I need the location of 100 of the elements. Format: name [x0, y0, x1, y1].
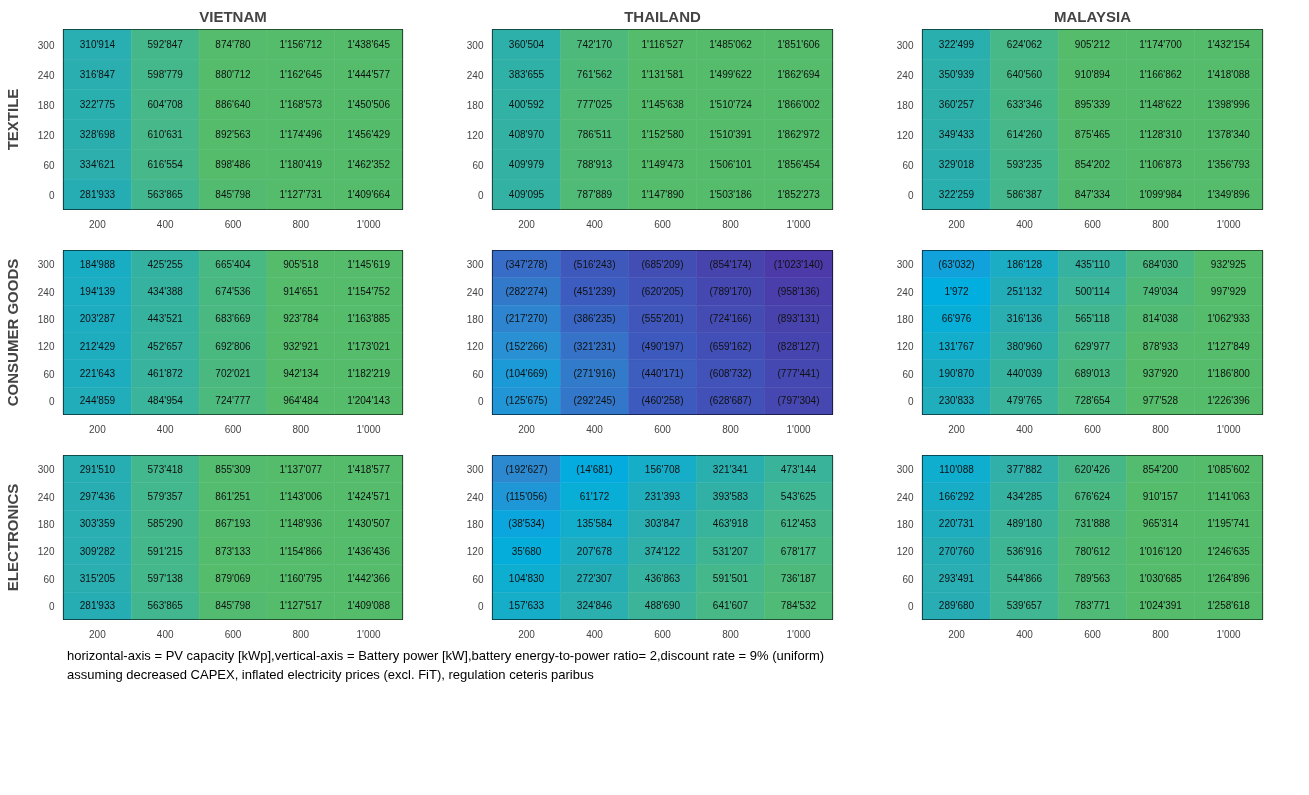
- data-label: 1'862'972: [777, 129, 821, 140]
- data-label: 875'465: [1074, 129, 1111, 140]
- data-label: 212'429: [79, 340, 116, 352]
- y-tick-label: 240: [37, 69, 55, 81]
- y-tick-label: 180: [896, 518, 914, 530]
- data-label: 787'889: [576, 189, 613, 200]
- data-label: 640'560: [1006, 69, 1043, 80]
- data-label: 328'698: [79, 129, 116, 140]
- data-label: 291'510: [79, 463, 116, 475]
- x-tick-label: 800: [292, 218, 310, 230]
- x-tick-label: 600: [1084, 423, 1102, 435]
- x-tick-label: 1'000: [786, 628, 812, 640]
- x-tick-label: 1'000: [356, 423, 382, 435]
- data-label: 1'116'527: [641, 39, 684, 50]
- data-label: 1'143'006: [279, 491, 323, 502]
- y-tick-label: 0: [907, 189, 914, 201]
- data-label: 184'988: [79, 258, 116, 270]
- data-label: 1'148'936: [279, 518, 323, 530]
- data-label: 131'767: [938, 340, 975, 352]
- data-label: (63'032): [938, 258, 975, 270]
- data-label: 194'139: [79, 286, 116, 297]
- data-label: 1'156'712: [279, 39, 323, 50]
- data-label: 310'914: [79, 39, 116, 50]
- data-label: 207'678: [576, 545, 613, 557]
- data-label: 316'847: [79, 69, 116, 80]
- data-label: 1'174'496: [279, 129, 323, 140]
- data-label: (797'304): [777, 395, 820, 407]
- data-label: 1'160'795: [279, 573, 323, 584]
- data-label: 905'212: [1074, 39, 1111, 50]
- y-tick-label: 60: [902, 368, 914, 380]
- data-label: 322'259: [938, 189, 975, 200]
- data-label: 923'784: [283, 313, 319, 325]
- x-tick-label: 1'000: [1216, 218, 1242, 230]
- data-label: 440'039: [1006, 368, 1043, 379]
- x-tick-label: 400: [1016, 423, 1034, 435]
- y-tick-label: 60: [472, 159, 484, 171]
- data-label: 910'157: [1142, 491, 1179, 502]
- data-label: 886'640: [215, 99, 252, 110]
- data-label: (828'127): [777, 340, 820, 352]
- y-tick-label: 120: [466, 546, 484, 558]
- data-label: 1'409'088: [347, 600, 391, 612]
- data-label: 104'830: [508, 573, 545, 584]
- x-tick-label: 800: [1152, 423, 1170, 435]
- y-tick-label: 300: [466, 39, 484, 51]
- x-tick-label: 800: [1152, 218, 1170, 230]
- data-label: 315'205: [79, 573, 116, 584]
- data-label: 873'133: [215, 545, 252, 557]
- y-tick-label: 180: [896, 313, 914, 325]
- data-label: 633'346: [1006, 99, 1043, 110]
- data-label: 591'501: [712, 573, 749, 584]
- data-label: 1'016'120: [1139, 545, 1183, 557]
- data-label: (115'056): [505, 491, 548, 502]
- y-tick-label: 60: [902, 159, 914, 171]
- data-label: 360'257: [938, 99, 975, 110]
- data-label: 400'592: [508, 99, 545, 110]
- y-tick-label: 120: [37, 546, 55, 558]
- x-tick-label: 800: [1152, 628, 1170, 640]
- data-label: 1'409'664: [347, 189, 391, 200]
- x-tick-label: 600: [654, 423, 672, 435]
- y-tick-label: 120: [896, 129, 914, 141]
- data-label: 573'418: [147, 463, 184, 475]
- data-label: 1'148'622: [1139, 99, 1183, 110]
- data-label: (516'243): [573, 258, 616, 270]
- data-label: 965'314: [1142, 518, 1179, 530]
- data-label: 616'554: [147, 159, 184, 170]
- data-label: 898'486: [215, 159, 252, 170]
- data-label: 1'062'933: [1207, 313, 1251, 325]
- y-tick-label: 0: [48, 600, 55, 612]
- y-tick-label: 240: [37, 491, 55, 503]
- y-tick-label: 300: [896, 259, 914, 271]
- y-tick-label: 120: [896, 546, 914, 558]
- data-label: 1'424'571: [347, 491, 391, 502]
- data-label: 788'913: [576, 159, 613, 170]
- data-label: 110'088: [939, 463, 975, 475]
- data-label: 316'136: [1006, 313, 1043, 325]
- y-tick-label: 300: [466, 464, 484, 476]
- data-label: 892'563: [215, 129, 252, 140]
- data-label: 678'177: [780, 545, 817, 557]
- data-label: 1'450'506: [347, 99, 391, 110]
- data-label: (152'266): [505, 340, 548, 352]
- data-label: 377'882: [1006, 463, 1043, 475]
- data-label: 579'357: [147, 491, 184, 502]
- data-label: 297'436: [79, 491, 116, 502]
- x-tick-label: 200: [89, 423, 107, 435]
- x-tick-label: 800: [722, 628, 740, 640]
- data-label: 479'765: [1006, 395, 1043, 407]
- data-label: 1'456'429: [347, 129, 391, 140]
- data-label: 845'798: [215, 189, 252, 200]
- data-label: 1'173'021: [347, 340, 391, 352]
- chart-title: VIETNAM: [199, 7, 267, 25]
- data-label: (789'170): [709, 286, 752, 297]
- x-tick-label: 400: [156, 628, 174, 640]
- y-tick-label: 240: [37, 286, 55, 298]
- data-label: 610'631: [147, 129, 184, 140]
- y-tick-label: 0: [477, 189, 484, 201]
- x-tick-label: 200: [518, 628, 536, 640]
- data-label: 408'970: [508, 129, 545, 140]
- data-label: 221'643: [79, 368, 116, 379]
- x-tick-label: 1'000: [786, 218, 812, 230]
- data-label: 565'118: [1075, 313, 1111, 325]
